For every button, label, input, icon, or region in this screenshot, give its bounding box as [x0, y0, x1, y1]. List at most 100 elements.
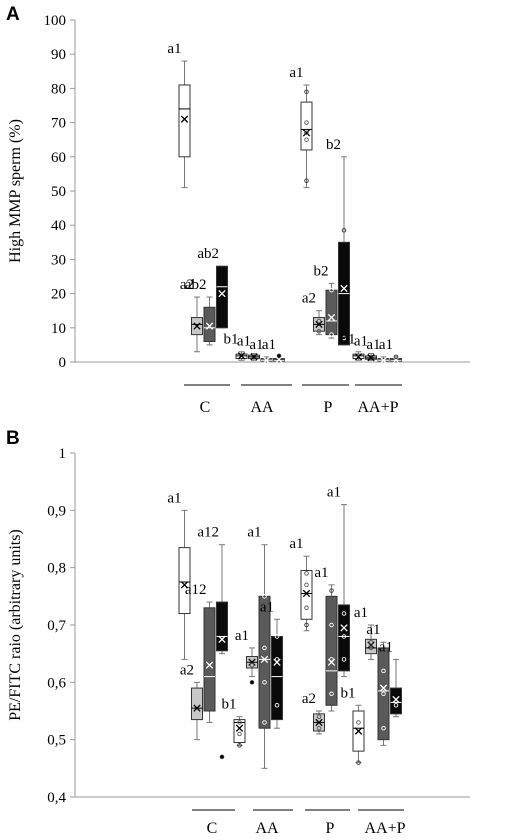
data-point	[237, 743, 242, 748]
mean-marker	[340, 284, 348, 293]
box-c-darkgray: ab2	[185, 277, 216, 346]
box-aa-darkgray: a1	[247, 525, 271, 769]
data-point	[356, 760, 361, 765]
y-tick-label: 0,6	[47, 675, 66, 691]
data-point	[341, 228, 347, 233]
significance-label: a1	[247, 525, 261, 541]
data-point	[329, 657, 334, 662]
box-body	[271, 635, 283, 721]
box-body	[216, 265, 228, 329]
significance-label: a1	[379, 337, 393, 353]
box-body	[325, 595, 338, 706]
mean-marker	[340, 624, 348, 632]
y-tick-label: 60	[51, 150, 66, 166]
box-aa-black: a1	[260, 599, 283, 729]
mean-marker	[392, 695, 400, 704]
box-aa-p-darkgray: a1	[366, 337, 390, 364]
mean-marker	[205, 322, 214, 330]
data-point	[237, 720, 242, 725]
chart-b-pe-fitc-ratio: 0,4 0,5 0,6 0,7 0,8 0,9 1 PE/FITC raio (arbitra…	[7, 446, 470, 837]
mean-marker	[262, 356, 271, 364]
box-aa-black: a1	[262, 337, 285, 364]
y-tick-label: 0	[59, 355, 67, 371]
data-point	[329, 622, 334, 628]
box-aa-p-black: a1	[379, 639, 402, 718]
significance-label: a1	[354, 333, 368, 349]
box-body	[178, 84, 191, 158]
significance-label: a2	[302, 691, 316, 707]
box-body	[191, 687, 203, 721]
mean-marker	[205, 661, 214, 669]
y-tick-label: 70	[51, 116, 66, 132]
data-point	[304, 582, 309, 588]
mean-marker	[302, 129, 311, 137]
significance-label: a12	[185, 582, 207, 598]
mean-marker	[367, 641, 375, 649]
group-label: P	[326, 820, 335, 837]
mean-marker	[315, 320, 323, 329]
box-c-white: a1	[167, 41, 191, 189]
significance-label: a1	[237, 333, 251, 349]
mean-marker	[315, 718, 323, 727]
significance-label: ab2	[185, 277, 207, 293]
box-aa-p-white: b1	[341, 332, 365, 361]
significance-label: a2	[180, 277, 194, 293]
y-tick-label: 0,5	[47, 733, 66, 749]
mean-marker	[260, 655, 269, 664]
significance-label: b1	[341, 332, 356, 348]
significance-label: a1	[314, 565, 328, 581]
mean-marker	[248, 658, 256, 666]
box-c-black: ab2	[197, 246, 228, 329]
group-label: P	[324, 399, 333, 416]
box-body	[258, 595, 271, 729]
significance-label: a1	[366, 622, 380, 638]
group-label: AA+P	[357, 399, 398, 416]
data-point	[381, 668, 386, 674]
panel-letter-b: B	[6, 428, 20, 449]
group-label: AA	[250, 399, 274, 416]
y-tick-label: 40	[51, 218, 66, 234]
data-point	[304, 622, 309, 628]
data-point	[341, 335, 347, 341]
y-tick-label: 1	[59, 446, 67, 462]
significance-label: a1	[354, 605, 368, 621]
data-point	[304, 571, 309, 576]
data-point	[276, 353, 282, 359]
data-point	[304, 120, 309, 125]
data-point	[249, 662, 255, 668]
significance-label: b2	[326, 137, 341, 153]
box-body	[300, 570, 313, 620]
significance-label: a1	[262, 337, 276, 353]
data-point	[262, 680, 267, 685]
data-point	[341, 634, 347, 639]
box-aa-p-darkgray: a1	[366, 622, 390, 746]
data-point	[316, 318, 322, 324]
significance-label: a1	[167, 490, 181, 506]
data-point	[249, 680, 255, 685]
box-body	[216, 601, 228, 652]
box-aa-p-lightgray: a1	[354, 605, 377, 660]
mean-marker	[218, 635, 226, 643]
box-aa-white: b1	[222, 697, 246, 748]
mean-marker	[180, 581, 189, 589]
significance-label: b1	[341, 685, 356, 701]
data-point	[274, 657, 280, 662]
mean-marker	[218, 289, 226, 298]
significance-label: ab2	[197, 246, 219, 262]
y-tick-label: 20	[51, 287, 66, 303]
data-point	[381, 691, 386, 697]
mean-marker	[250, 353, 258, 361]
significance-label: a12	[197, 525, 219, 541]
data-point	[329, 287, 334, 293]
box-c-lightgray: a2	[180, 662, 203, 741]
y-tick-label: 10	[51, 321, 66, 337]
box-body	[203, 306, 216, 342]
mean-marker	[392, 356, 400, 364]
data-point	[368, 639, 374, 645]
mean-marker	[302, 589, 311, 598]
significance-label: a1	[379, 639, 393, 655]
box-aa-lightgray: a1	[237, 333, 260, 361]
box-c-lightgray: a2	[180, 277, 203, 353]
y-tick-label: 50	[51, 184, 66, 200]
box-aa-p-white: b1	[341, 685, 365, 765]
